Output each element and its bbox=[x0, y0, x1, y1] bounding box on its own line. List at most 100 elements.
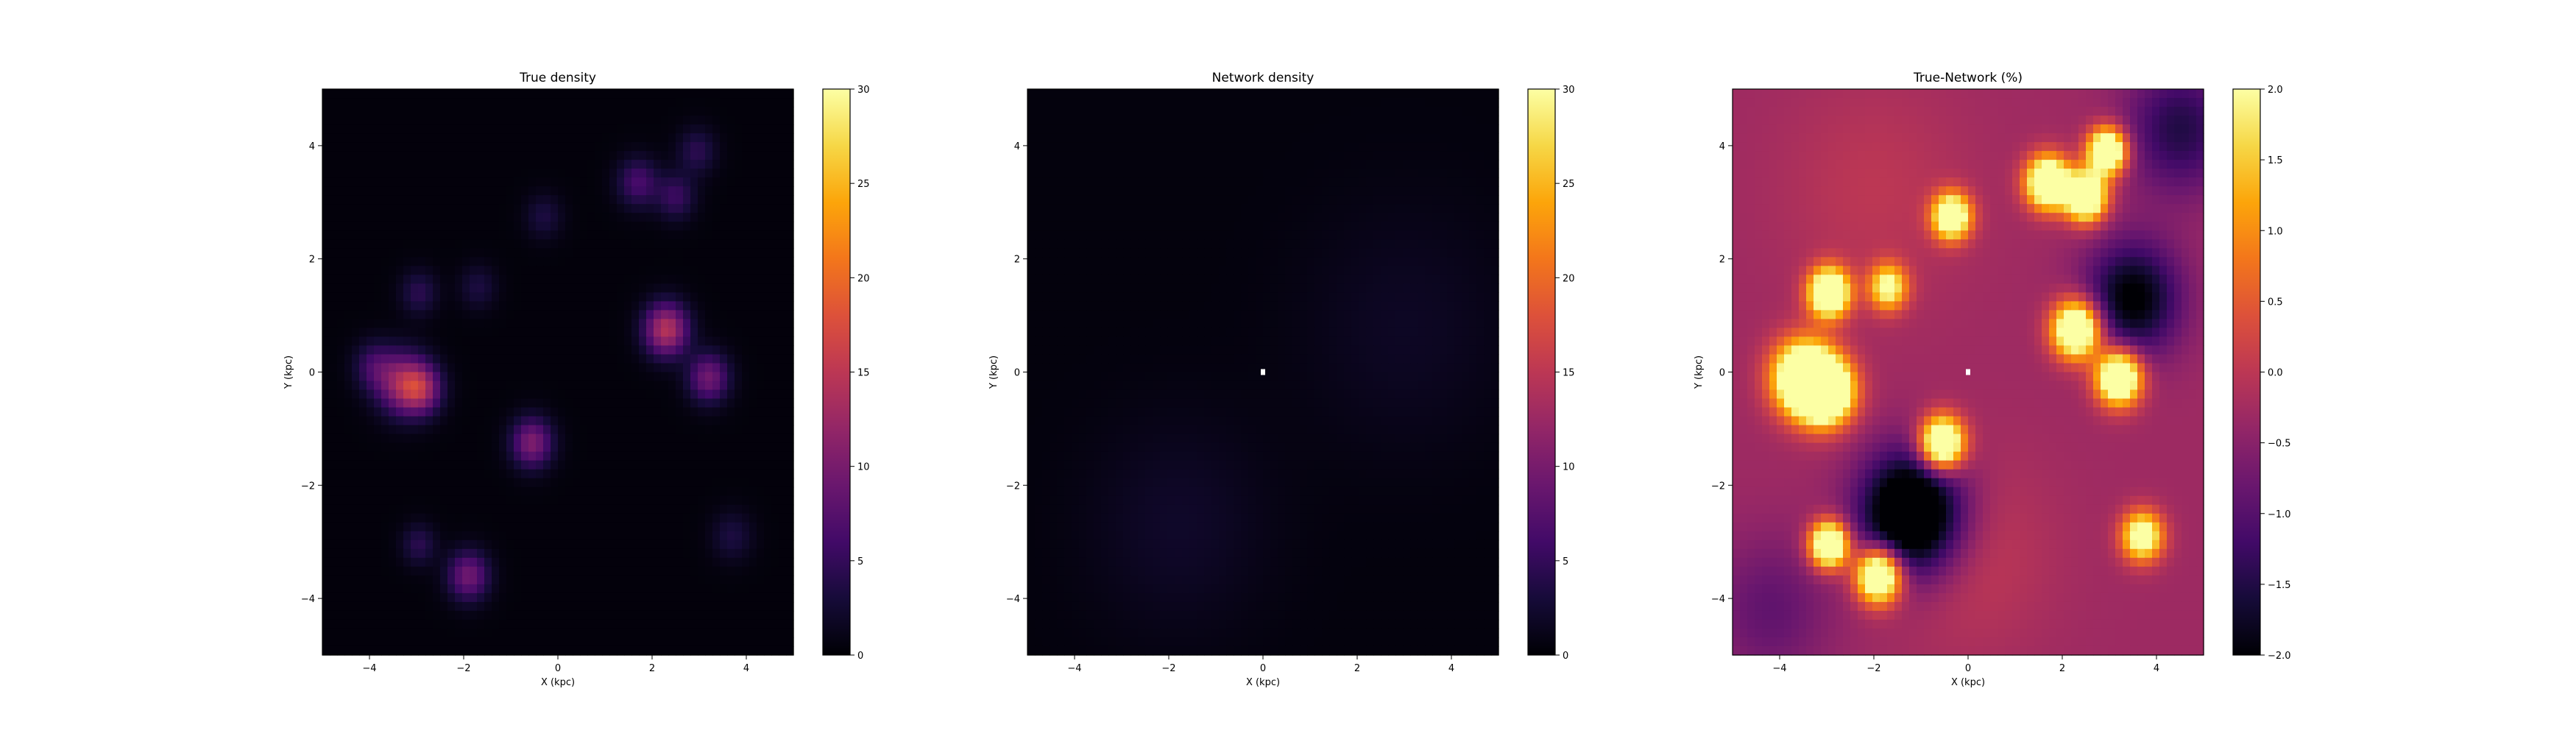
heatmap-cell bbox=[344, 619, 353, 629]
heatmap-cell bbox=[690, 239, 698, 249]
heatmap-cell bbox=[609, 495, 618, 506]
heatmap-cell bbox=[543, 124, 551, 134]
heatmap-cell bbox=[1101, 151, 1109, 160]
heatmap-cell bbox=[609, 372, 618, 382]
heatmap-cell bbox=[536, 195, 544, 205]
heatmap-cell bbox=[1108, 98, 1117, 107]
heatmap-cell bbox=[573, 292, 581, 302]
heatmap-cell bbox=[1167, 116, 1175, 125]
heatmap-cell bbox=[661, 645, 669, 656]
heatmap-cell bbox=[1307, 89, 1315, 99]
heatmap-cell bbox=[580, 645, 588, 656]
heatmap-cell bbox=[742, 442, 750, 453]
heatmap-cell bbox=[484, 372, 492, 382]
heatmap-cell bbox=[580, 354, 588, 364]
heatmap-cell bbox=[1351, 186, 1359, 196]
heatmap-cell bbox=[499, 336, 507, 347]
heatmap-cell bbox=[742, 186, 750, 196]
heatmap-cell bbox=[374, 416, 382, 426]
heatmap-cell bbox=[631, 283, 640, 293]
heatmap-cell bbox=[786, 292, 794, 302]
heatmap-cell bbox=[573, 416, 581, 426]
heatmap-cell bbox=[573, 531, 581, 541]
heatmap-cell bbox=[712, 628, 721, 638]
heatmap-cell bbox=[543, 628, 551, 638]
heatmap-cell bbox=[757, 584, 765, 594]
heatmap-cell bbox=[595, 160, 603, 169]
heatmap-cell bbox=[374, 328, 382, 338]
heatmap-cell bbox=[617, 451, 625, 461]
heatmap-cell bbox=[690, 89, 698, 99]
heatmap-cell bbox=[631, 645, 640, 656]
heatmap-cell bbox=[403, 195, 411, 205]
heatmap-cell bbox=[646, 637, 654, 647]
heatmap-cell bbox=[411, 248, 419, 258]
heatmap-cell bbox=[617, 222, 625, 231]
heatmap-cell bbox=[1153, 116, 1161, 125]
heatmap-cell bbox=[344, 628, 353, 638]
heatmap-cell bbox=[742, 389, 750, 400]
heatmap-cell bbox=[352, 425, 360, 435]
heatmap-cell bbox=[536, 407, 544, 417]
heatmap-cell bbox=[396, 398, 404, 408]
heatmap-cell bbox=[1027, 107, 1036, 116]
heatmap-cell bbox=[536, 142, 544, 152]
heatmap-cell bbox=[558, 142, 566, 152]
heatmap-cell bbox=[712, 531, 721, 541]
heatmap-cell bbox=[440, 548, 448, 559]
heatmap-cell bbox=[492, 222, 500, 231]
heatmap-cell bbox=[447, 363, 456, 373]
heatmap-cell bbox=[1145, 133, 1153, 143]
heatmap-cell bbox=[352, 160, 360, 169]
heatmap-cell bbox=[573, 222, 581, 231]
heatmap-cell bbox=[462, 213, 470, 222]
heatmap-cell bbox=[683, 328, 691, 338]
heatmap-cell bbox=[1425, 177, 1433, 187]
heatmap-cell bbox=[705, 425, 713, 435]
heatmap-cell bbox=[536, 425, 544, 435]
heatmap-cell bbox=[514, 310, 522, 320]
heatmap-cell bbox=[735, 557, 743, 567]
heatmap-cell bbox=[322, 292, 330, 302]
heatmap-cell bbox=[565, 116, 573, 125]
heatmap-cell bbox=[764, 389, 772, 400]
heatmap-cell bbox=[654, 637, 662, 647]
heatmap-cell bbox=[462, 416, 470, 426]
heatmap-cell bbox=[1462, 124, 1470, 134]
heatmap-cell bbox=[514, 584, 522, 594]
heatmap-cell bbox=[786, 230, 794, 240]
heatmap-cell bbox=[727, 98, 735, 107]
heatmap-cell bbox=[433, 169, 441, 178]
heatmap-cell bbox=[1373, 142, 1381, 152]
heatmap-cell bbox=[1314, 124, 1323, 134]
heatmap-cell bbox=[1153, 142, 1161, 152]
heatmap-cell bbox=[764, 345, 772, 355]
heatmap-cell bbox=[484, 310, 492, 320]
heatmap-cell bbox=[322, 486, 330, 497]
heatmap-cell bbox=[403, 266, 411, 275]
heatmap-cell bbox=[749, 610, 757, 620]
heatmap-cell bbox=[779, 486, 787, 497]
heatmap-cell bbox=[528, 628, 537, 638]
heatmap-cell bbox=[735, 354, 743, 364]
heatmap-cell bbox=[425, 160, 434, 169]
heatmap-cell bbox=[565, 469, 573, 479]
heatmap-cell bbox=[477, 513, 485, 523]
heatmap-cell bbox=[470, 160, 478, 169]
heatmap-cell bbox=[521, 266, 529, 275]
heatmap-cell bbox=[558, 372, 566, 382]
heatmap-cell bbox=[1395, 89, 1404, 99]
heatmap-cell bbox=[683, 283, 691, 293]
heatmap-cell bbox=[705, 328, 713, 338]
heatmap-cell bbox=[484, 398, 492, 408]
heatmap-cell bbox=[1292, 195, 1301, 205]
heatmap-cell bbox=[396, 495, 404, 506]
heatmap-cell bbox=[771, 381, 779, 391]
heatmap-cell bbox=[771, 354, 779, 364]
heatmap-cell bbox=[484, 548, 492, 559]
heatmap-cell bbox=[705, 619, 713, 629]
heatmap-cell bbox=[757, 416, 765, 426]
heatmap-cell bbox=[646, 230, 654, 240]
heatmap-cell bbox=[1123, 107, 1131, 116]
heatmap-cell bbox=[536, 151, 544, 160]
